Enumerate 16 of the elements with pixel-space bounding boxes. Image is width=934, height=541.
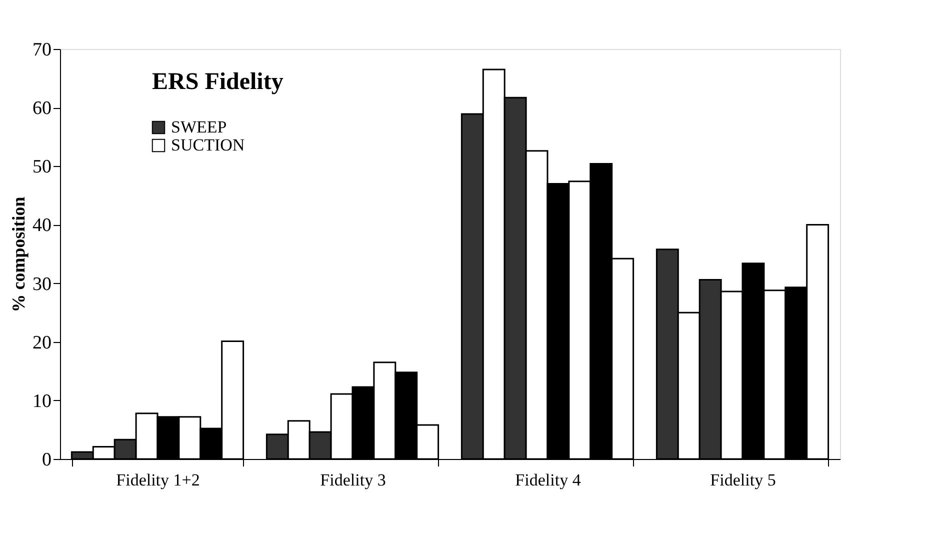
y-axis-title: % composition [8, 196, 28, 312]
x-tick-label: Fidelity 5 [710, 470, 776, 490]
x-tick-label: Fidelity 4 [515, 470, 582, 490]
y-tick-label: 50 [32, 156, 52, 178]
x-tick-label: Fidelity 1+2 [116, 470, 200, 490]
y-tick-label: 70 [32, 40, 52, 60]
legend-label: SWEEP [171, 118, 227, 136]
text: ERS Fidelity [152, 69, 284, 95]
y-tick-label: 0 [42, 450, 52, 470]
y-tick-label: 10 [32, 390, 52, 412]
y-tick-label: 40 [32, 215, 52, 236]
y-tick-label: 30 [32, 274, 52, 295]
y-tick-label: 60 [32, 98, 52, 120]
y-tick-label: 20 [32, 332, 52, 354]
x-tick-label: Fidelity 3 [320, 470, 386, 490]
legend-label: SUCTION [171, 136, 245, 154]
